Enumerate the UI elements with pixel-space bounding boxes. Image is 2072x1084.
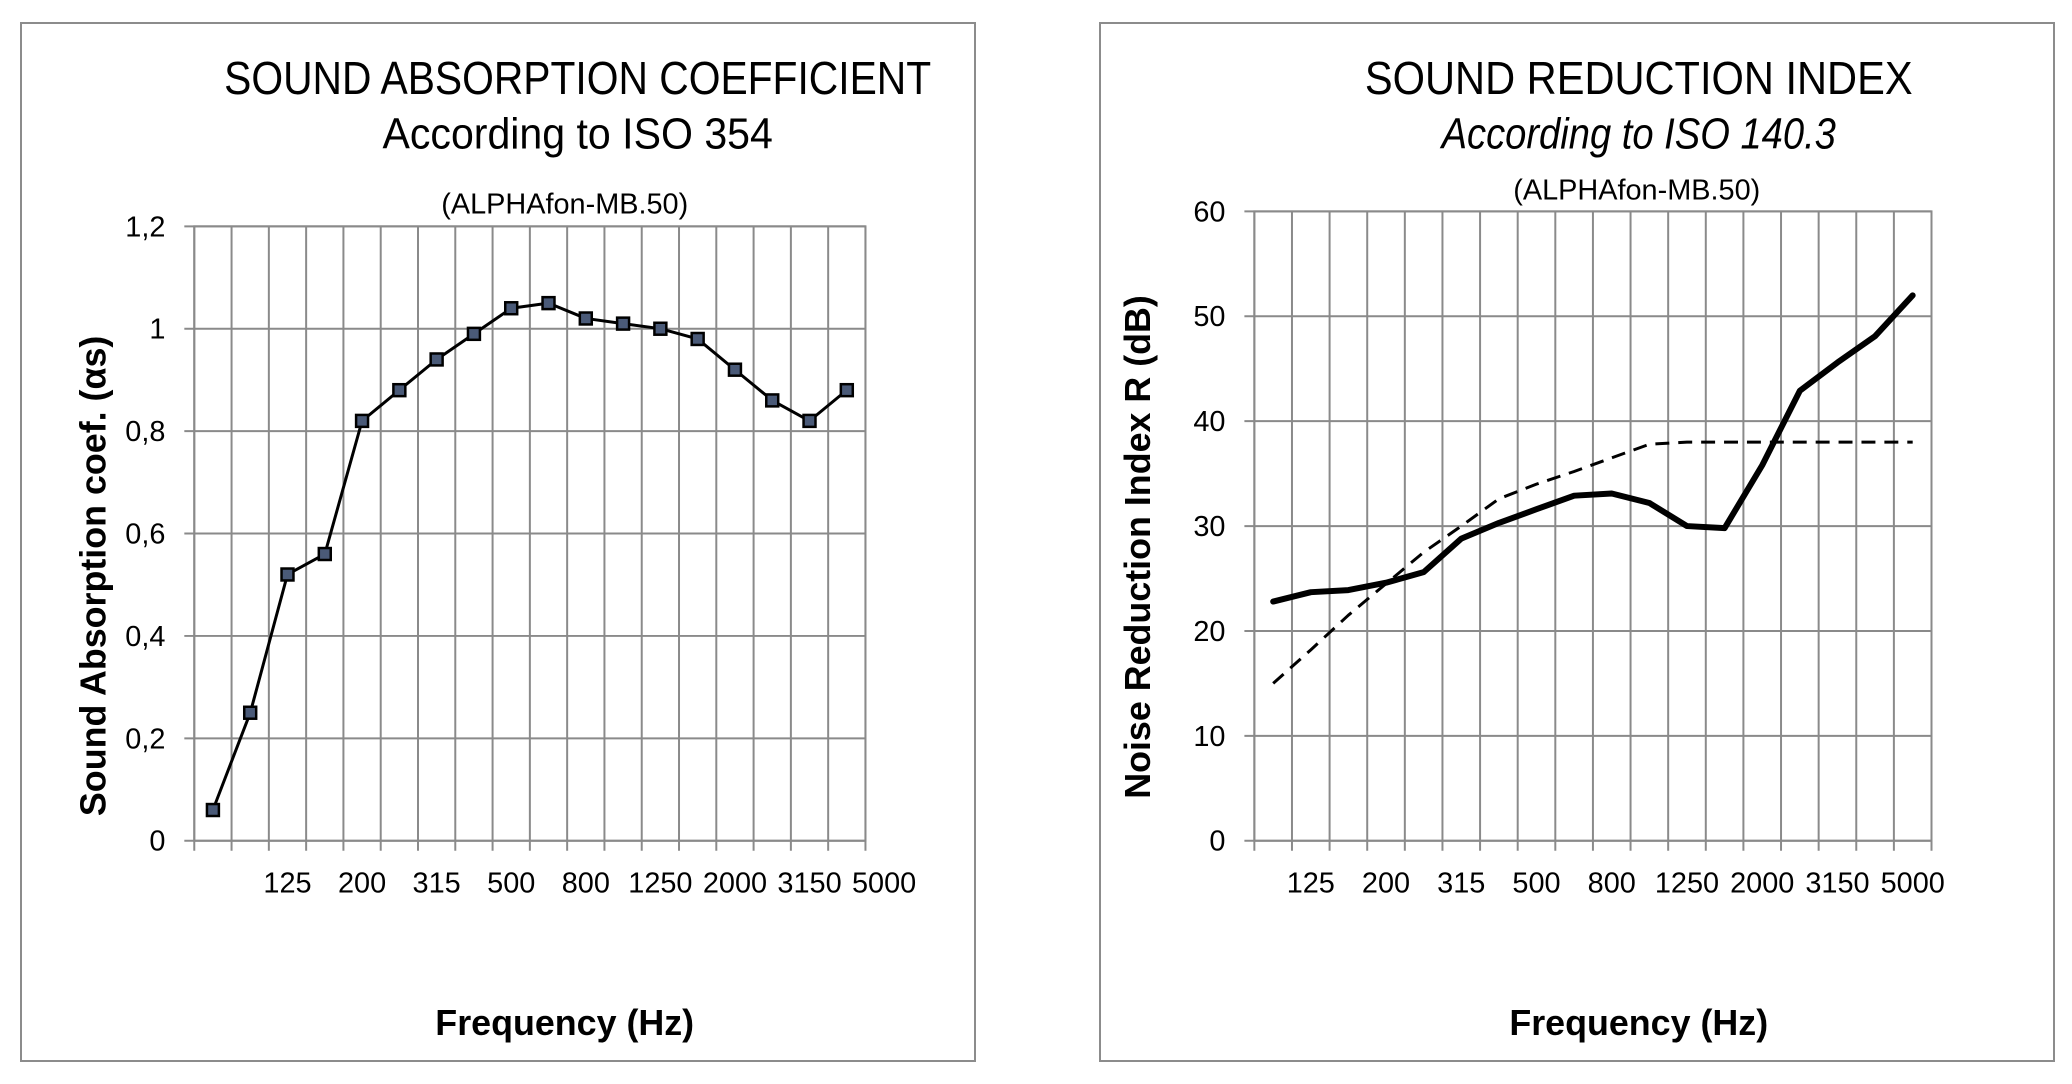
- x-tick-label: 800: [1588, 868, 1636, 900]
- y-tick-label: 10: [1193, 721, 1225, 753]
- dashed-series-line: [1272, 440, 1913, 685]
- x-tick-label: 5000: [1881, 868, 1945, 900]
- data-point: [839, 382, 855, 398]
- absorption-chart: SOUND ABSORPTION COEFFICIENT According t…: [74, 52, 932, 1043]
- data-point: [354, 413, 370, 429]
- x-axis-label: Frequency (Hz): [1509, 1003, 1768, 1043]
- x-axis-label: Frequency (Hz): [435, 1003, 694, 1043]
- chart-title: SOUND REDUCTION INDEX: [1365, 52, 1913, 104]
- chart-subtitle: According to ISO 354: [382, 110, 772, 159]
- x-tick-label: 125: [1287, 868, 1335, 900]
- y-tick-label: 40: [1193, 406, 1225, 438]
- data-point: [765, 393, 780, 408]
- y-tick-label: 20: [1193, 616, 1225, 648]
- x-tick-label: 125: [263, 868, 311, 900]
- x-tick-label: 800: [562, 868, 610, 900]
- data-point: [429, 352, 444, 367]
- x-tick-label: 200: [338, 868, 386, 900]
- data-point: [615, 316, 631, 331]
- x-tick-label: 315: [413, 868, 461, 900]
- y-tick-label: 60: [1193, 196, 1225, 228]
- chart-note: (ALPHAfon-MB.50): [1513, 174, 1760, 206]
- data-point: [578, 311, 594, 326]
- x-tick-label: 200: [1362, 868, 1410, 900]
- x-tick-label: 3150: [1805, 868, 1869, 900]
- chart-subtitle: According to ISO 140.3: [1439, 110, 1836, 159]
- y-tick-label: 30: [1193, 511, 1225, 543]
- data-point: [727, 362, 743, 377]
- reduction-chart-panel: SOUND REDUCTION INDEX According to ISO 1…: [1099, 22, 2055, 1062]
- y-tick-label: 1: [149, 314, 165, 346]
- reduction-chart: SOUND REDUCTION INDEX According to ISO 1…: [1118, 52, 1945, 1043]
- chart-title: SOUND ABSORPTION COEFFICIENT: [224, 52, 931, 104]
- x-tick-label: 3150: [777, 868, 841, 900]
- data-point: [541, 295, 556, 311]
- y-axis-label: Noise Reduction Index R (dB): [1118, 295, 1158, 799]
- y-tick-label: 0,4: [125, 621, 165, 653]
- data-point: [690, 331, 705, 347]
- x-tick-label: 1250: [1655, 868, 1719, 900]
- x-tick-label: 2000: [703, 868, 767, 900]
- y-tick-label: 0,8: [125, 416, 165, 448]
- x-tick-label: 500: [1512, 868, 1560, 900]
- x-tick-label: 2000: [1730, 868, 1794, 900]
- y-tick-label: 0,6: [125, 518, 165, 550]
- y-tick-label: 1,2: [125, 211, 165, 243]
- data-point: [504, 301, 519, 316]
- x-tick-label: 5000: [852, 868, 916, 900]
- data-point: [242, 705, 258, 720]
- series-line: [1270, 292, 1916, 605]
- chart-note: (ALPHAfon-MB.50): [441, 188, 688, 220]
- plot-frame: [193, 225, 867, 842]
- plot-frame: [1253, 210, 1933, 842]
- y-tick-label: 0: [149, 826, 165, 858]
- x-tick-label: 315: [1437, 868, 1485, 900]
- y-tick-label: 0: [1209, 826, 1225, 858]
- data-point: [317, 546, 333, 562]
- y-tick-label: 0,2: [125, 723, 165, 755]
- data-point: [653, 321, 668, 336]
- y-tick-label: 50: [1193, 301, 1225, 333]
- data-point: [466, 326, 482, 342]
- data-point: [280, 567, 295, 582]
- x-tick-label: 500: [487, 868, 535, 900]
- x-tick-label: 1250: [628, 868, 692, 900]
- y-axis-label: Sound Absorption coef. (αs): [74, 336, 114, 816]
- data-point: [392, 382, 407, 398]
- data-point: [802, 413, 817, 429]
- data-point: [205, 802, 221, 818]
- absorption-chart-panel: SOUND ABSORPTION COEFFICIENT According t…: [20, 22, 976, 1062]
